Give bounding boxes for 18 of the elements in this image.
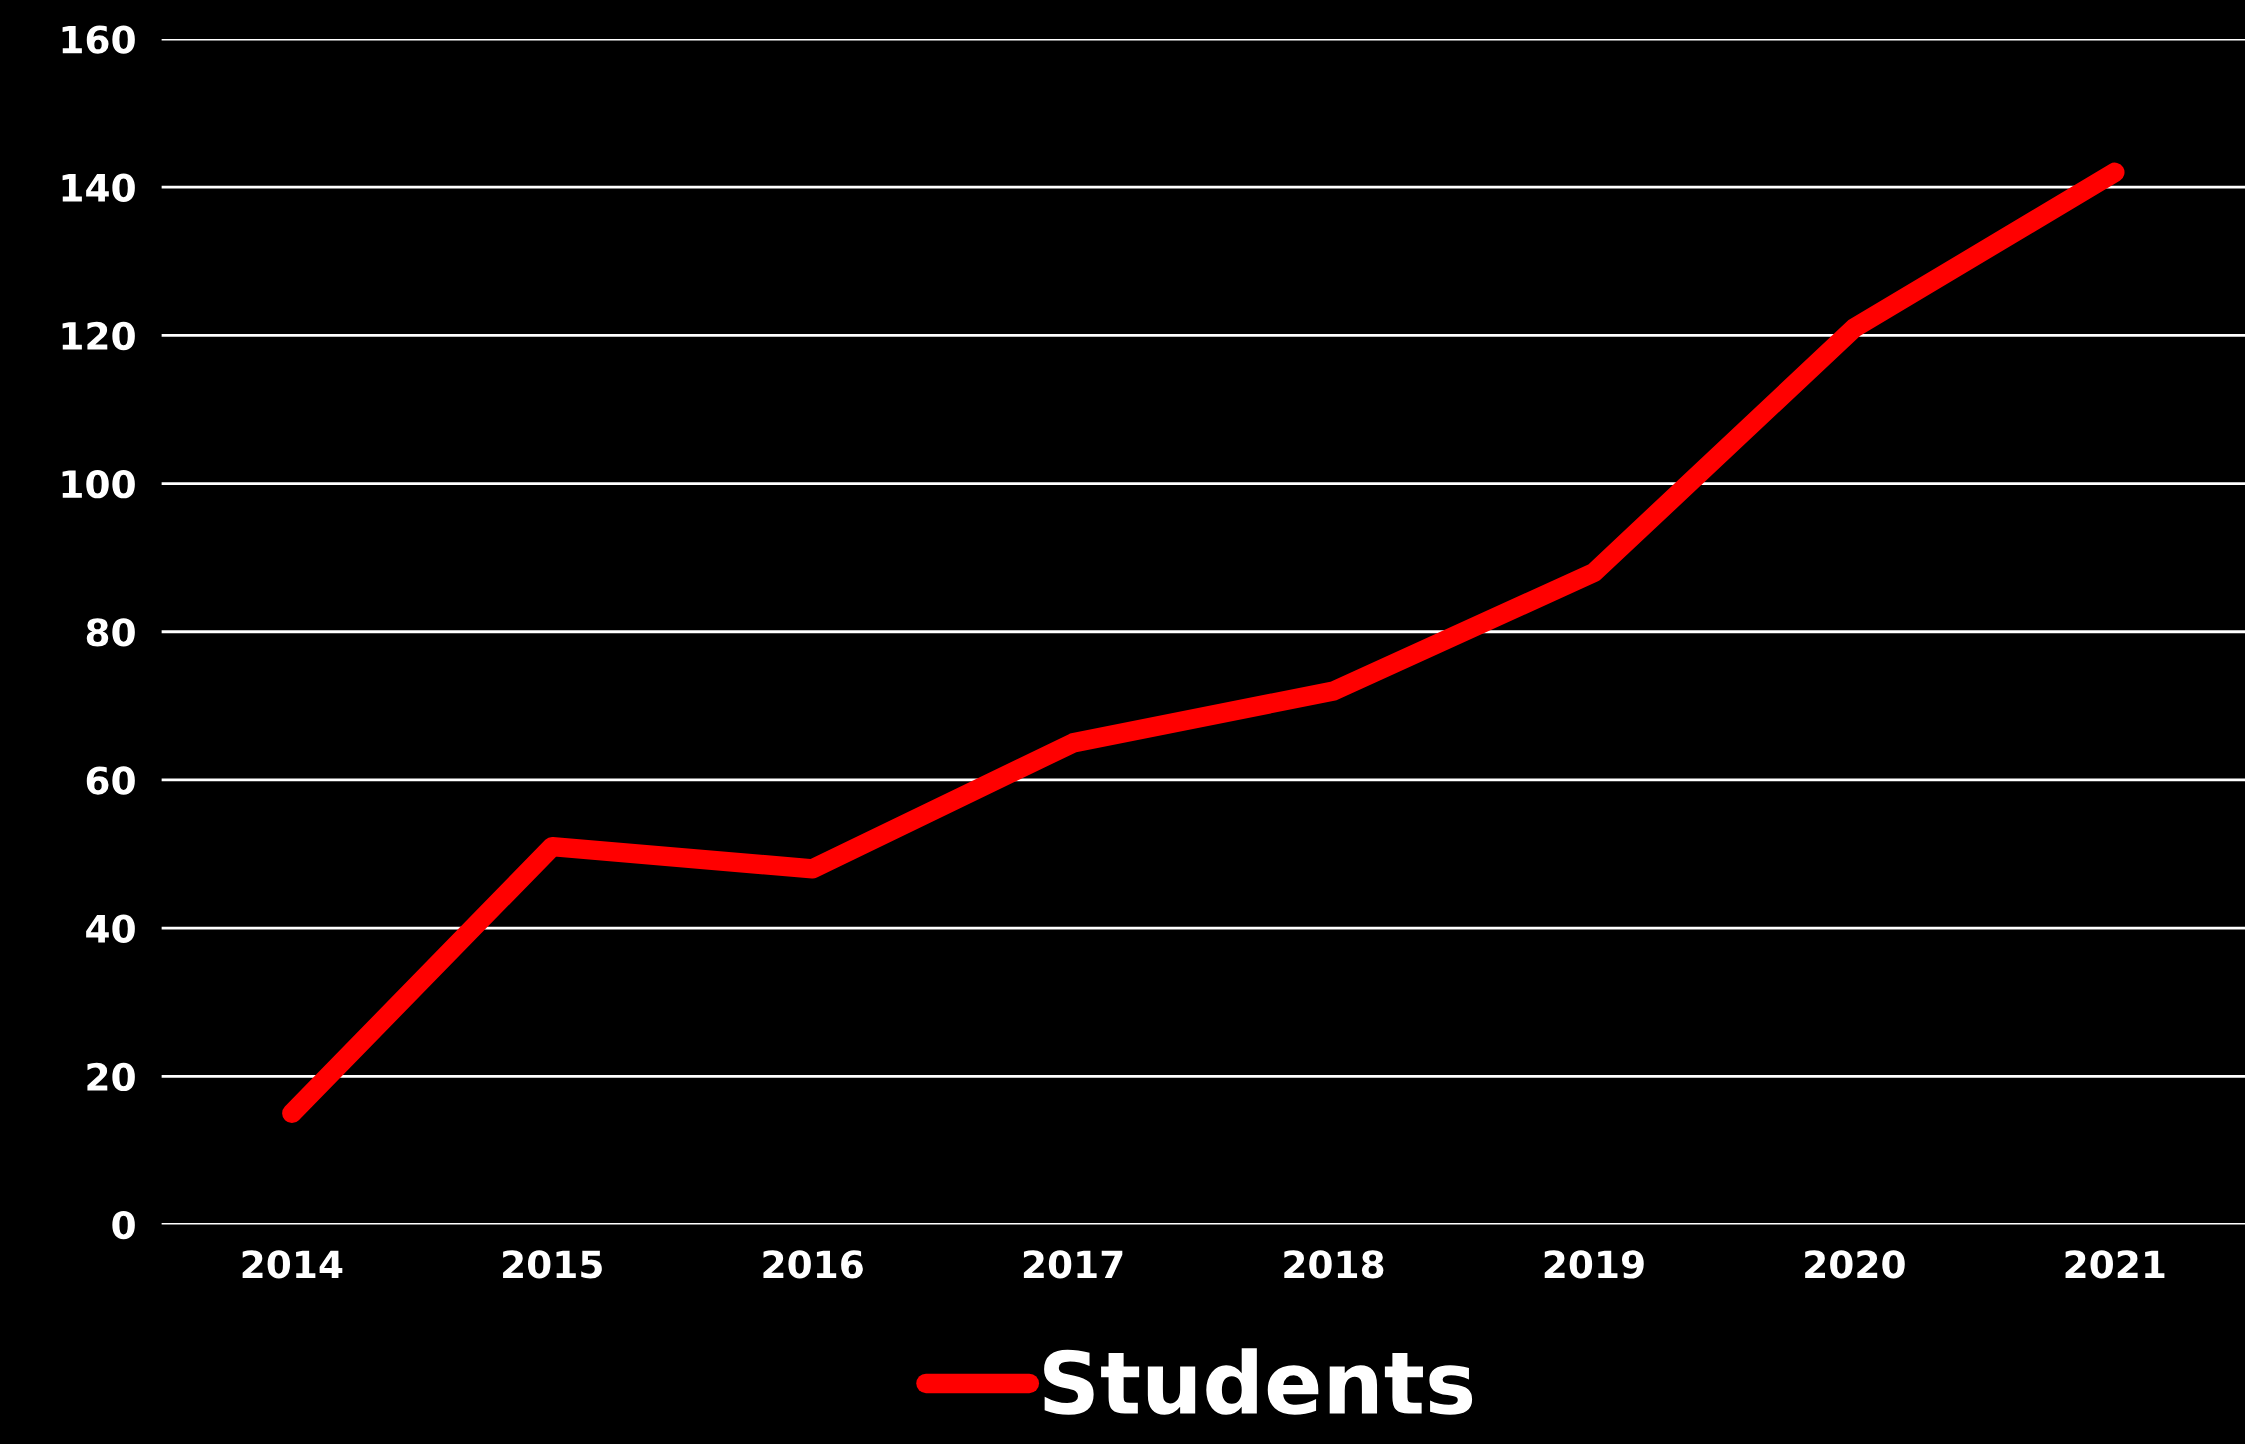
y-tick-label: 120 bbox=[62, 321, 135, 351]
x-tick-label: 2017 bbox=[1023, 1250, 1123, 1279]
y-tick-label: 60 bbox=[86, 766, 135, 795]
x-tick-label: 2016 bbox=[763, 1250, 863, 1279]
x-tick-label: 2021 bbox=[2065, 1250, 2165, 1279]
y-tick-label: 140 bbox=[62, 173, 135, 202]
y-tick-label: 80 bbox=[86, 618, 135, 647]
y-tick-label: 100 bbox=[62, 469, 135, 499]
y-tick-label: 0 bbox=[112, 1210, 135, 1240]
x-tick-label: 2015 bbox=[503, 1250, 602, 1279]
x-tick-label: 2018 bbox=[1284, 1250, 1384, 1279]
y-tick-label: 20 bbox=[87, 1062, 135, 1092]
x-tick-label: 2014 bbox=[242, 1250, 343, 1279]
x-tick-label: 2019 bbox=[1544, 1250, 1644, 1279]
y-tick-label: 40 bbox=[86, 914, 135, 943]
legend-label: Students bbox=[1044, 1348, 1473, 1415]
x-tick-label: 2020 bbox=[1805, 1250, 1905, 1279]
y-tick-label: 160 bbox=[62, 25, 135, 54]
